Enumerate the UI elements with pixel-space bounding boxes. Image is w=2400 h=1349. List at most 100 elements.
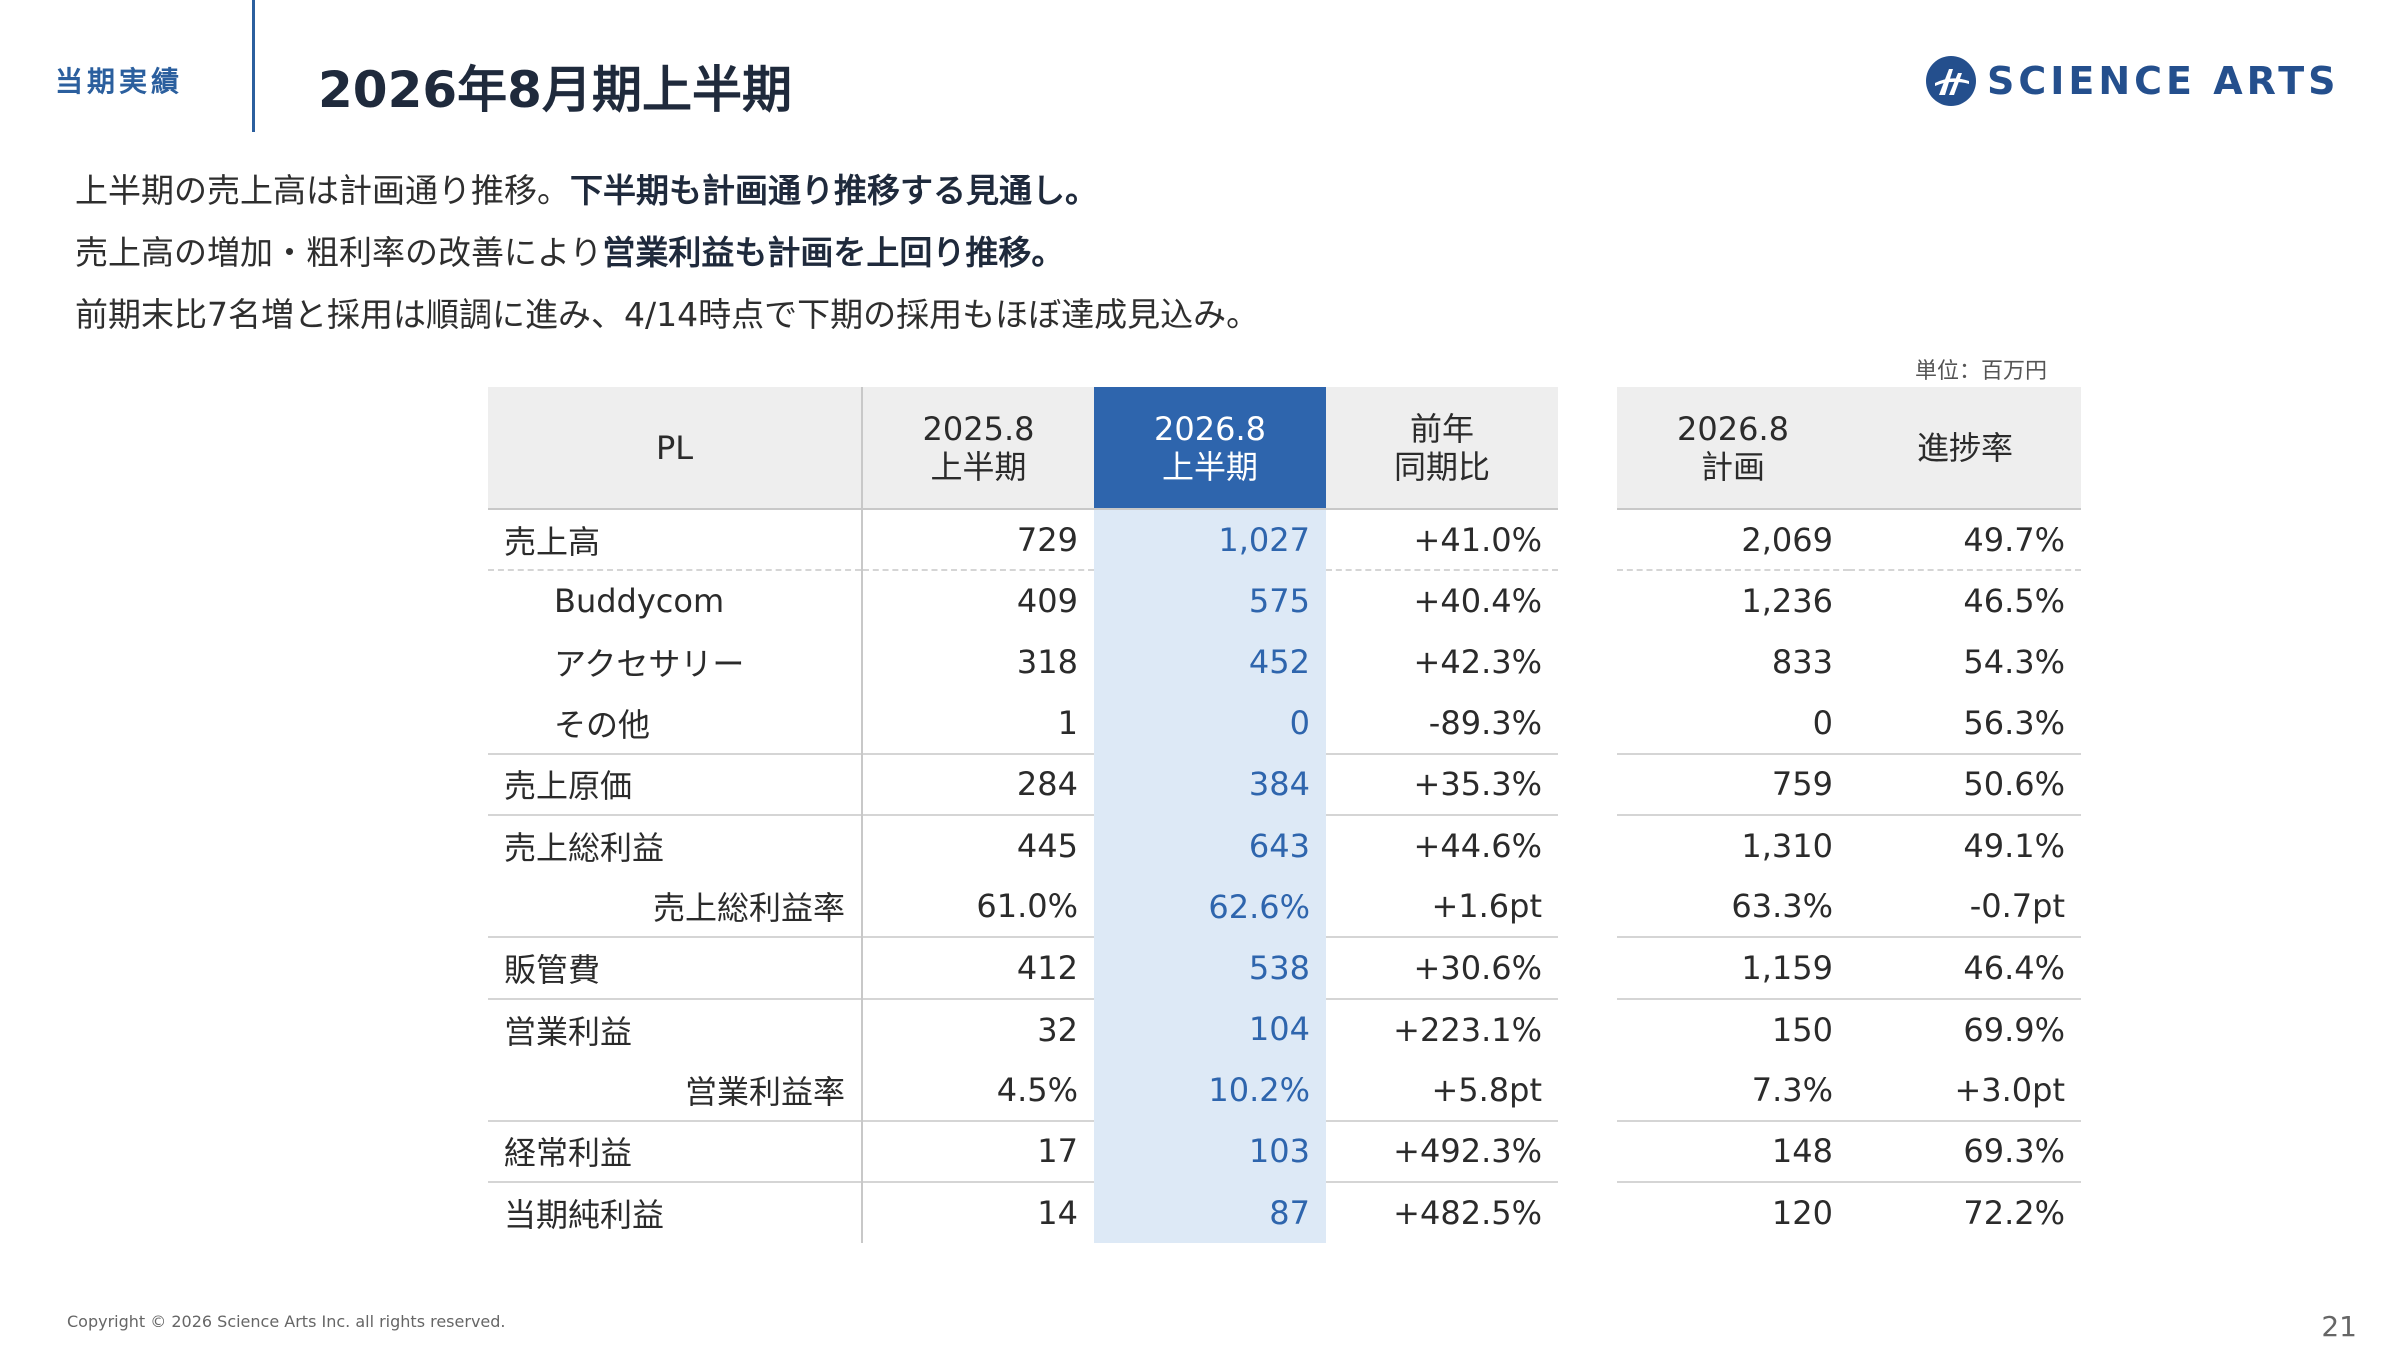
progress-value: 46.5% <box>1849 569 2081 632</box>
section-label: 当期実績 <box>55 65 184 98</box>
table-row: 売上総利益 445 643 +44.6% <box>488 813 1558 877</box>
current-period-header: 2026.8 上半期 <box>1094 387 1326 510</box>
table-row: 833 54.3% <box>1617 631 2081 692</box>
table-row: 1,159 46.4% <box>1617 936 2081 999</box>
page-title: 2026年8月期上半期 <box>318 61 792 119</box>
table-row: 0 56.3% <box>1617 693 2081 754</box>
plan-header: 2026.8 計画 <box>1617 387 1849 510</box>
yoy-header: 前年 同期比 <box>1326 387 1558 510</box>
table-row: 1,310 49.1% <box>1617 813 2081 877</box>
prev-value: 4.5% <box>996 1070 1078 1109</box>
plan-value: 120 <box>1617 1181 1849 1244</box>
yoy-value: +5.8pt <box>1431 1070 1542 1109</box>
summary-text: 上半期の売上高は計画通り推移。下半期も計画通り推移する見通し。 売上高の増加・粗… <box>75 160 1259 346</box>
row-label: 経常利益 <box>488 1119 863 1183</box>
pl-header: PL <box>488 387 863 510</box>
progress-value: 49.7% <box>1963 520 2065 559</box>
science-arts-logo-icon <box>1926 56 1976 106</box>
row-label: その他 <box>488 692 863 754</box>
prev-value: 14 <box>862 1181 1094 1244</box>
plan-value: 759 <box>1617 752 1849 815</box>
table-row: 148 69.3% <box>1617 1119 2081 1183</box>
current-value: 643 <box>1094 814 1326 877</box>
yoy-value: +35.3% <box>1326 752 1558 815</box>
table-row: 1,236 46.5% <box>1617 569 2081 632</box>
row-label: Buddycom <box>488 569 863 632</box>
table-row: 2,069 49.7% <box>1617 509 2081 570</box>
table-row: アクセサリー 318 452 +42.3% <box>488 631 1558 693</box>
plan-value: 1,236 <box>1617 569 1849 632</box>
plan-value: 7.3% <box>1751 1070 1833 1109</box>
row-label: 営業利益率 <box>488 1059 863 1121</box>
yoy-value: +40.4% <box>1326 569 1558 632</box>
prev-value: 409 <box>862 569 1094 632</box>
table-row: 売上総利益率 61.0% 62.6% +1.6pt <box>488 876 1558 938</box>
unit-note: 単位：百万円 <box>1915 359 2048 384</box>
progress-value: -0.7pt <box>1969 887 2065 926</box>
yoy-value: +30.6% <box>1326 936 1558 999</box>
progress-value: 69.3% <box>1849 1119 2081 1183</box>
prev-value: 17 <box>862 1119 1094 1183</box>
current-value: 0 <box>1094 692 1326 754</box>
progress-value: 49.1% <box>1849 813 2081 877</box>
progress-value: 56.3% <box>1963 703 2065 742</box>
row-label: アクセサリー <box>488 631 863 693</box>
current-value: 1,027 <box>1094 509 1326 571</box>
plan-value: 1,310 <box>1617 813 1849 877</box>
progress-value: 50.6% <box>1849 752 2081 815</box>
progress-header: 進捗率 <box>1849 387 2081 510</box>
table-row: 当期純利益 14 87 +482.5% <box>488 1181 1558 1244</box>
yoy-value: +492.3% <box>1326 1119 1558 1183</box>
row-label: 売上総利益率 <box>488 876 863 938</box>
prev-value: 318 <box>1016 642 1078 681</box>
plan-value: 0 <box>1812 703 1833 742</box>
row-label: 売上総利益 <box>488 813 863 877</box>
table-row: Buddycom 409 575 +40.4% <box>488 569 1558 632</box>
current-value: 87 <box>1094 1182 1326 1244</box>
logo-text: SCIENCE ARTS <box>1987 59 2340 103</box>
copyright-text: Copyright © 2026 Science Arts Inc. all r… <box>67 1312 506 1331</box>
yoy-value: +42.3% <box>1413 642 1542 681</box>
company-logo: SCIENCE ARTS <box>1925 55 2339 107</box>
yoy-value: +223.1% <box>1326 997 1558 1060</box>
progress-value: 72.2% <box>1849 1181 2081 1244</box>
prev-value: 32 <box>862 997 1094 1060</box>
row-label: 売上高 <box>488 509 863 571</box>
summary-line-1: 上半期の売上高は計画通り推移。下半期も計画通り推移する見通し。 <box>75 171 1098 210</box>
plan-table: 2026.8 計画 進捗率 2,069 49.7% 1,236 46.5% 833… <box>1617 387 2081 1244</box>
table-row: 759 50.6% <box>1617 752 2081 815</box>
prev-value: 61.0% <box>976 887 1078 926</box>
row-label: 当期純利益 <box>488 1181 863 1244</box>
current-value: 452 <box>1094 631 1326 693</box>
current-value: 538 <box>1094 937 1326 999</box>
prev-value: 284 <box>862 752 1094 815</box>
summary-line-2: 売上高の増加・粗利率の改善により営業利益も計画を上回り推移。 <box>75 233 1065 272</box>
progress-value: +3.0pt <box>1954 1070 2065 1109</box>
pl-table-header-row: PL 2025.8 上半期 2026.8 上半期 前年 同期比 <box>488 387 1558 510</box>
row-label: 売上原価 <box>488 752 863 815</box>
current-value: 103 <box>1094 1120 1326 1183</box>
table-row: 150 69.9% <box>1617 997 2081 1060</box>
current-value: 384 <box>1094 753 1326 815</box>
table-row: 販管費 412 538 +30.6% <box>488 936 1558 999</box>
current-value: 10.2% <box>1094 1059 1326 1121</box>
table-row: 営業利益 32 104 +223.1% <box>488 997 1558 1060</box>
plan-value: 150 <box>1617 997 1849 1060</box>
table-row: その他 1 0 -89.3% <box>488 692 1558 754</box>
prev-value: 729 <box>1016 520 1078 559</box>
plan-value: 63.3% <box>1731 887 1833 926</box>
plan-value: 833 <box>1771 642 1833 681</box>
prev-value: 445 <box>862 813 1094 877</box>
plan-value: 2,069 <box>1741 520 1833 559</box>
summary-line-3: 前期末比7名増と採用は順調に進み、4/14時点で下期の採用もほぼ達成見込み。 <box>75 295 1260 334</box>
prev-period-header: 2025.8 上半期 <box>862 387 1094 510</box>
yoy-value: +44.6% <box>1326 813 1558 877</box>
page-number: 21 <box>2321 1310 2357 1343</box>
yoy-value: -89.3% <box>1428 703 1542 742</box>
yoy-value: +1.6pt <box>1431 887 1542 926</box>
row-label: 営業利益 <box>488 997 863 1060</box>
current-value: 104 <box>1094 998 1326 1060</box>
current-value: 575 <box>1094 570 1326 632</box>
row-label: 販管費 <box>488 936 863 999</box>
yoy-value: +41.0% <box>1413 520 1542 559</box>
